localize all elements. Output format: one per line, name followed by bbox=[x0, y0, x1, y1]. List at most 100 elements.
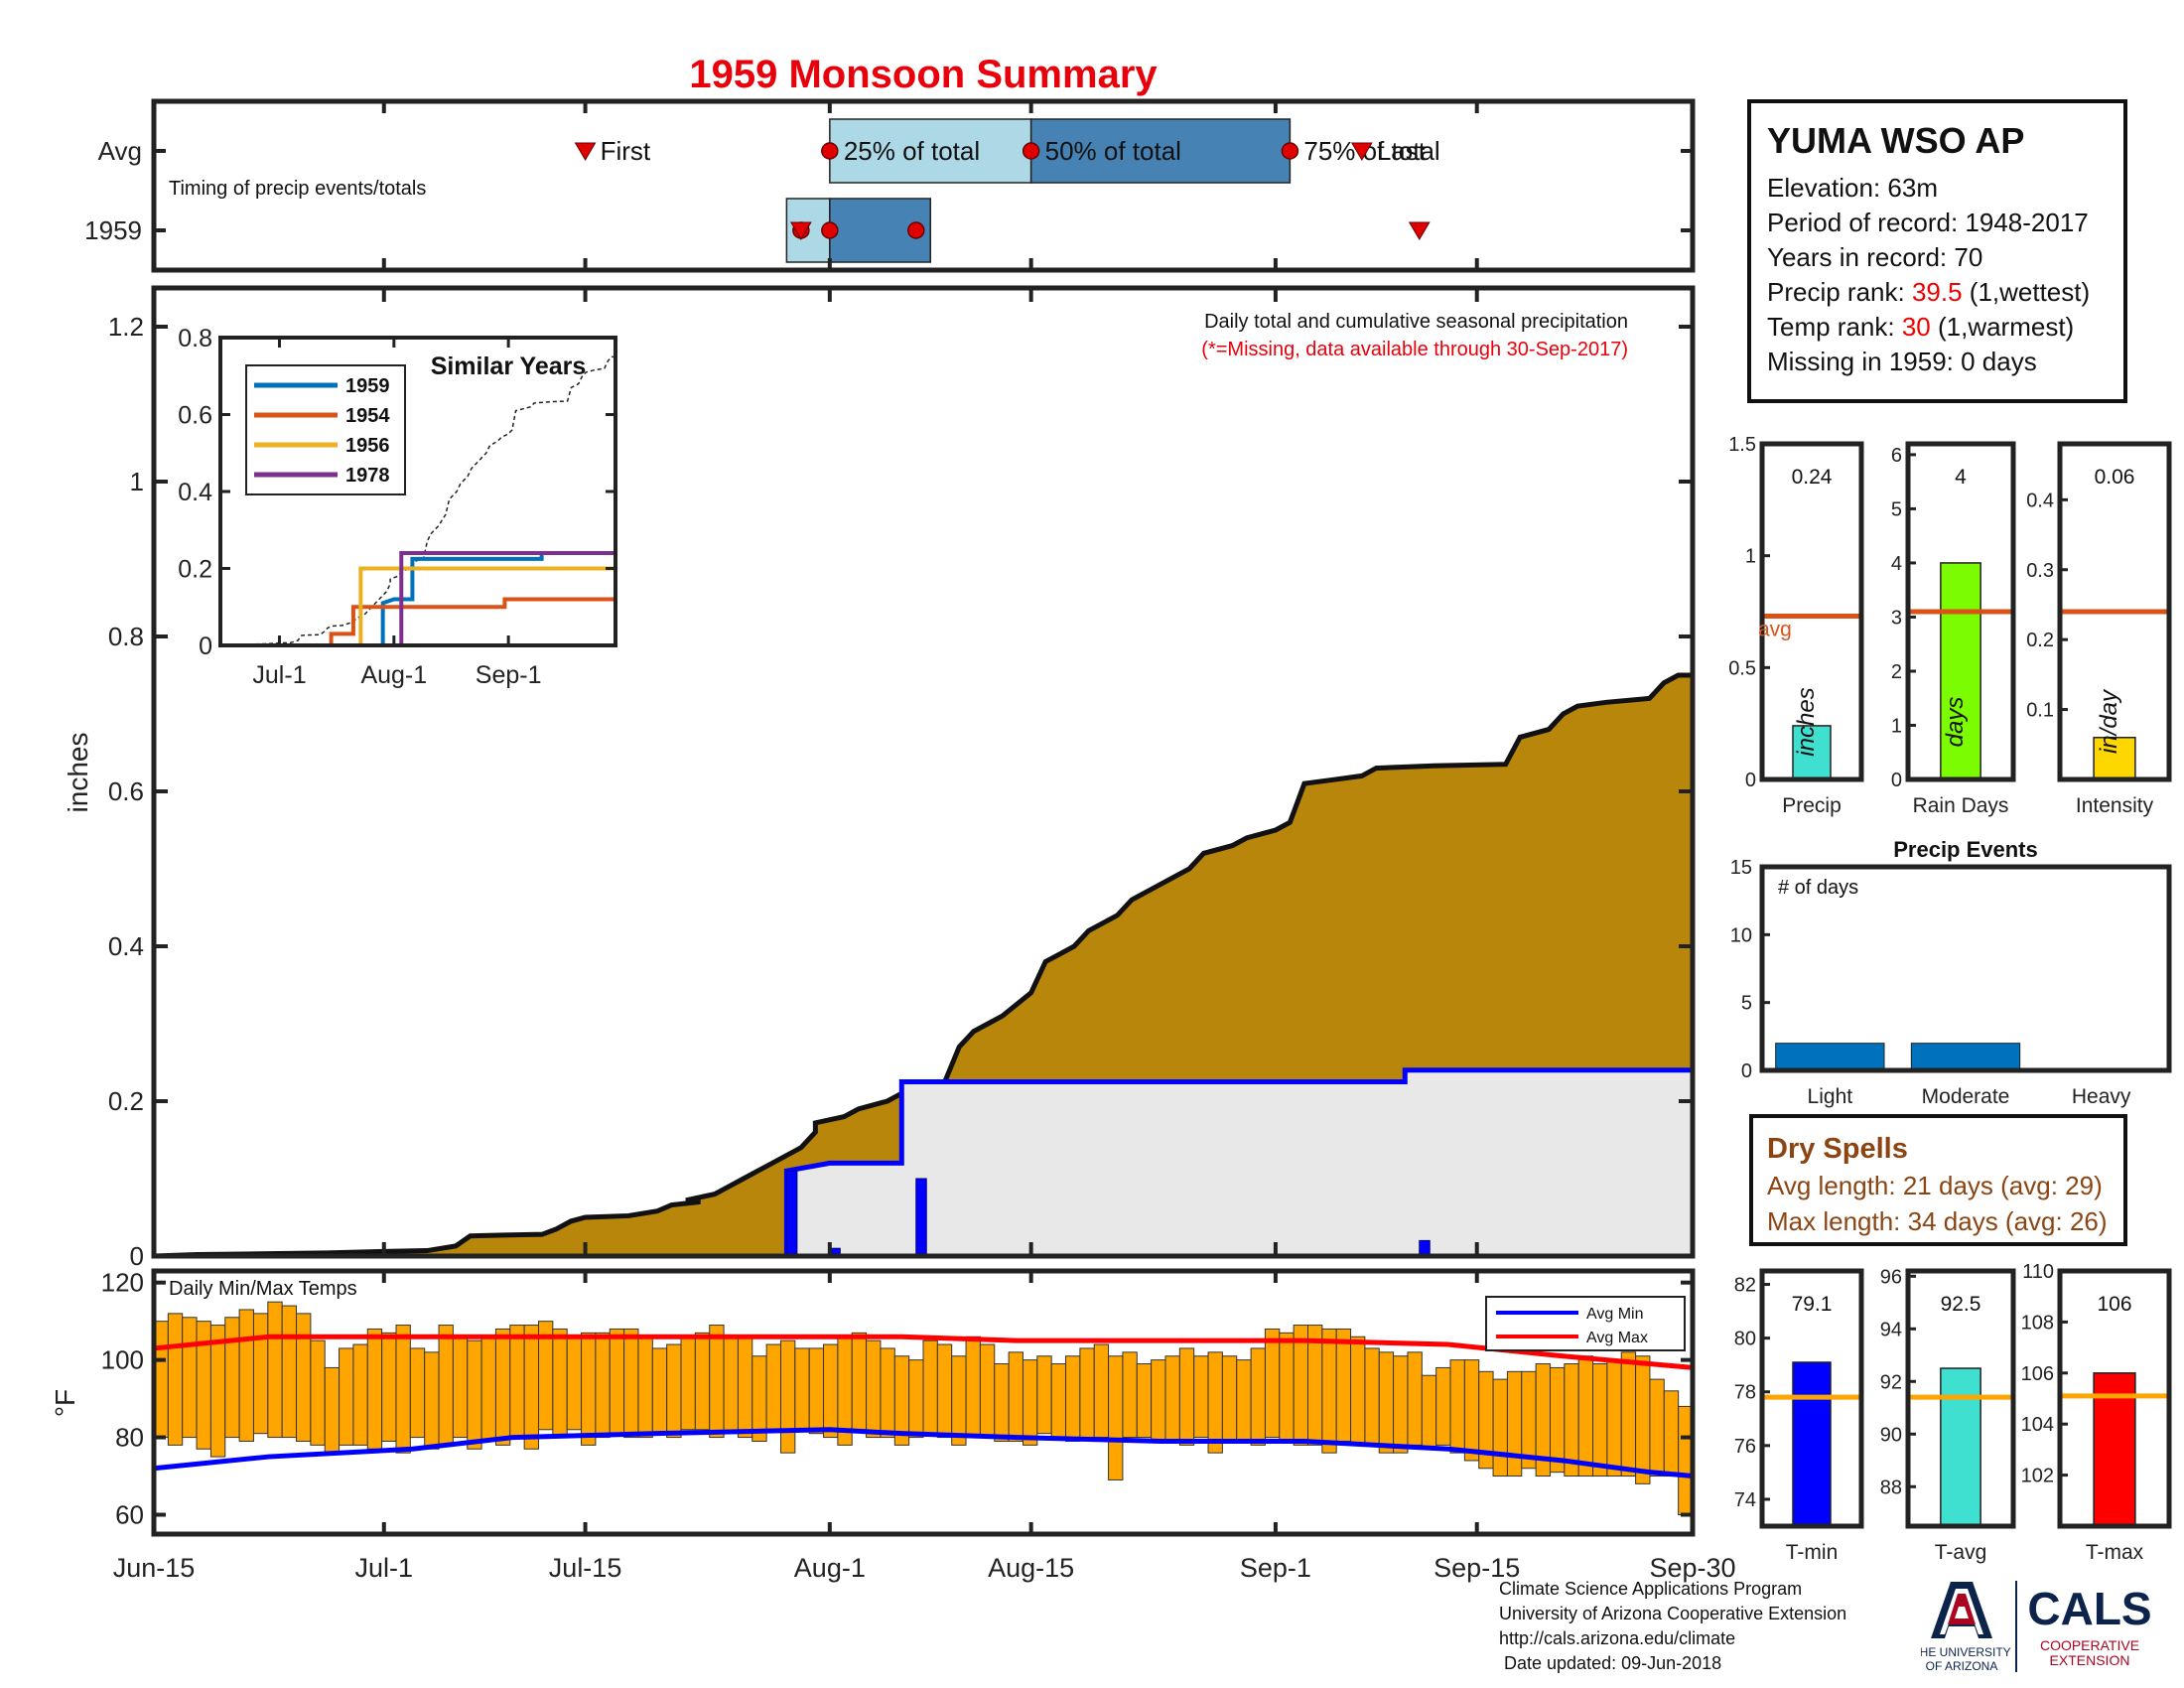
temps-xtick-label-1: Jul-1 bbox=[355, 1553, 414, 1583]
events-bg bbox=[1762, 867, 2169, 1070]
precip-note: (*=Missing, data available through 30-Se… bbox=[1201, 339, 1628, 360]
temp-bar-76 bbox=[1236, 1359, 1252, 1442]
temps-ylabel: °F bbox=[50, 1389, 80, 1417]
intensity_stat-ytick-label-1: 0.2 bbox=[2026, 630, 2054, 651]
events-ytick-label-0: 0 bbox=[1741, 1060, 1752, 1082]
dry-spells-max: Max length: 34 days (avg: 26) bbox=[1767, 1206, 2108, 1236]
tmin_stat-ytick-label-1: 76 bbox=[1734, 1436, 1756, 1458]
temp-bar-56 bbox=[951, 1355, 967, 1446]
precip_stat-frame bbox=[1759, 441, 1864, 782]
station-info-box: YUMA WSO AP Elevation: 63m Period of rec… bbox=[1747, 99, 2127, 403]
tmin_stat-bar bbox=[1792, 1361, 1832, 1527]
similar-title: Similar Years bbox=[431, 352, 587, 380]
precip-ylabel: inches bbox=[63, 733, 93, 813]
footer-line-1: Climate Science Applications Program bbox=[1499, 1579, 1803, 1599]
temps-subtitle: Daily Min/Max Temps bbox=[169, 1278, 357, 1300]
temp-bar-17 bbox=[395, 1325, 411, 1454]
avg-max-line bbox=[153, 1334, 1694, 1370]
intensity_stat-xlabel: Intensity bbox=[2076, 794, 2154, 817]
temp-bar-8 bbox=[267, 1301, 283, 1439]
temp-bar-88 bbox=[1407, 1351, 1423, 1446]
similar-xtick-label-0: Jul-1 bbox=[252, 661, 306, 689]
temp-bar-32 bbox=[609, 1328, 625, 1435]
footer-line-3: http://cals.arizona.edu/climate bbox=[1499, 1628, 1736, 1648]
temp-bar-29 bbox=[566, 1336, 583, 1431]
temp-bar-101 bbox=[1592, 1363, 1608, 1477]
precip-ytick-label-0: 0 bbox=[130, 1241, 144, 1271]
precip_stat-xlabel: Precip bbox=[1782, 794, 1842, 817]
legend-avg-min-label: Avg Min bbox=[1586, 1306, 1644, 1323]
temp-bar-7 bbox=[252, 1313, 269, 1435]
temps-xtick-label-7: Sep-30 bbox=[1649, 1553, 1735, 1583]
tavg_stat-ytick-label-2: 92 bbox=[1880, 1371, 1902, 1393]
temps-xtick-label-4: Aug-15 bbox=[988, 1553, 1074, 1583]
raindays_stat-ytick-label-0: 0 bbox=[1891, 770, 1902, 791]
daily-precip-bar-2 bbox=[915, 1178, 927, 1257]
precip-title: Daily total and cumulative seasonal prec… bbox=[1204, 311, 1628, 333]
temp-bar-38 bbox=[694, 1332, 711, 1431]
temps-ytick-label-2: 100 bbox=[101, 1345, 144, 1375]
intensity_stat-ytick-label-3: 0.4 bbox=[2026, 490, 2054, 511]
precip_stat-value-label: 0.24 bbox=[1792, 466, 1833, 489]
temp-bar-74 bbox=[1207, 1351, 1223, 1454]
station-name: YUMA WSO AP bbox=[1767, 120, 2025, 161]
raindays_stat-unit-label: days bbox=[1942, 697, 1969, 748]
avg-last-label: Last bbox=[1377, 136, 1427, 166]
tmin_stat-ytick-label-3: 80 bbox=[1734, 1329, 1756, 1350]
temp-bar-12 bbox=[324, 1366, 341, 1454]
temp-bar-100 bbox=[1577, 1355, 1594, 1477]
1959-25-marker bbox=[821, 221, 839, 239]
avg-75-marker bbox=[1281, 142, 1299, 160]
raindays_stat-ytick-label-5: 5 bbox=[1891, 498, 1902, 520]
temp-bar-16 bbox=[381, 1332, 397, 1442]
temp-bar-6 bbox=[238, 1309, 254, 1442]
temp-bar-43 bbox=[765, 1343, 781, 1431]
temp-bar-49 bbox=[851, 1332, 868, 1431]
station-elevation: Elevation: 63m bbox=[1767, 173, 1938, 203]
similar-ytick-label-0: 0 bbox=[199, 633, 212, 660]
temp-bar-23 bbox=[480, 1336, 496, 1442]
temp-bar-35 bbox=[651, 1347, 668, 1435]
temp-bar-60 bbox=[1008, 1351, 1024, 1442]
temps-xtick-label-0: Jun-15 bbox=[113, 1553, 196, 1583]
temp-bar-73 bbox=[1193, 1355, 1209, 1439]
temp-bar-70 bbox=[1151, 1359, 1166, 1442]
tavg_stat-frame bbox=[1905, 1268, 2016, 1529]
events-xlabel-moderate: Moderate bbox=[1922, 1085, 2010, 1108]
precip-ytick-label-3: 0.6 bbox=[108, 776, 144, 806]
tmin_stat-frame bbox=[1759, 1268, 1864, 1529]
temp-bar-79 bbox=[1279, 1332, 1295, 1442]
avg-min-line bbox=[153, 1427, 1694, 1479]
temp-bar-11 bbox=[310, 1339, 326, 1446]
temp-bar-25 bbox=[509, 1325, 525, 1439]
precip-ytick-label-5: 1 bbox=[130, 467, 144, 496]
precip_stat-avg-label: avg bbox=[1758, 619, 1792, 641]
precip_stat-ytick-label-1: 0.5 bbox=[1728, 657, 1756, 679]
temp-bar-72 bbox=[1178, 1347, 1195, 1446]
temp-bar-30 bbox=[581, 1332, 597, 1446]
1959-75-marker bbox=[907, 221, 925, 239]
temp-bar-98 bbox=[1549, 1366, 1566, 1474]
temp-bar-14 bbox=[352, 1343, 368, 1446]
temp-bar-42 bbox=[751, 1355, 767, 1442]
temp-bar-9 bbox=[281, 1305, 298, 1439]
tmax_stat-xlabel: T-max bbox=[2086, 1541, 2144, 1564]
precip_stat-unit-label: inches bbox=[1793, 687, 1820, 756]
temp-bar-86 bbox=[1378, 1351, 1395, 1454]
temp-bar-20 bbox=[438, 1325, 454, 1446]
raindays_stat-frame bbox=[1905, 441, 2016, 782]
temp-bar-40 bbox=[723, 1336, 739, 1435]
temp-bar-78 bbox=[1264, 1328, 1281, 1439]
temp-bar-95 bbox=[1506, 1370, 1523, 1477]
1959-last-marker bbox=[1408, 221, 1431, 240]
intensity_stat-ytick-label-0: 0.1 bbox=[2026, 700, 2054, 722]
avg-last-marker bbox=[1350, 142, 1373, 161]
precip_stat-bg bbox=[1762, 444, 1861, 779]
similar-xtick-label-2: Sep-1 bbox=[476, 661, 542, 689]
temp-bar-24 bbox=[494, 1328, 511, 1446]
raindays_stat-ytick-label-6: 6 bbox=[1891, 445, 1902, 467]
temp-bar-5 bbox=[224, 1317, 240, 1439]
avg-50-label: 50% of total bbox=[1045, 136, 1181, 166]
temp-bar-64 bbox=[1065, 1355, 1081, 1442]
temp-bar-106 bbox=[1663, 1390, 1680, 1477]
